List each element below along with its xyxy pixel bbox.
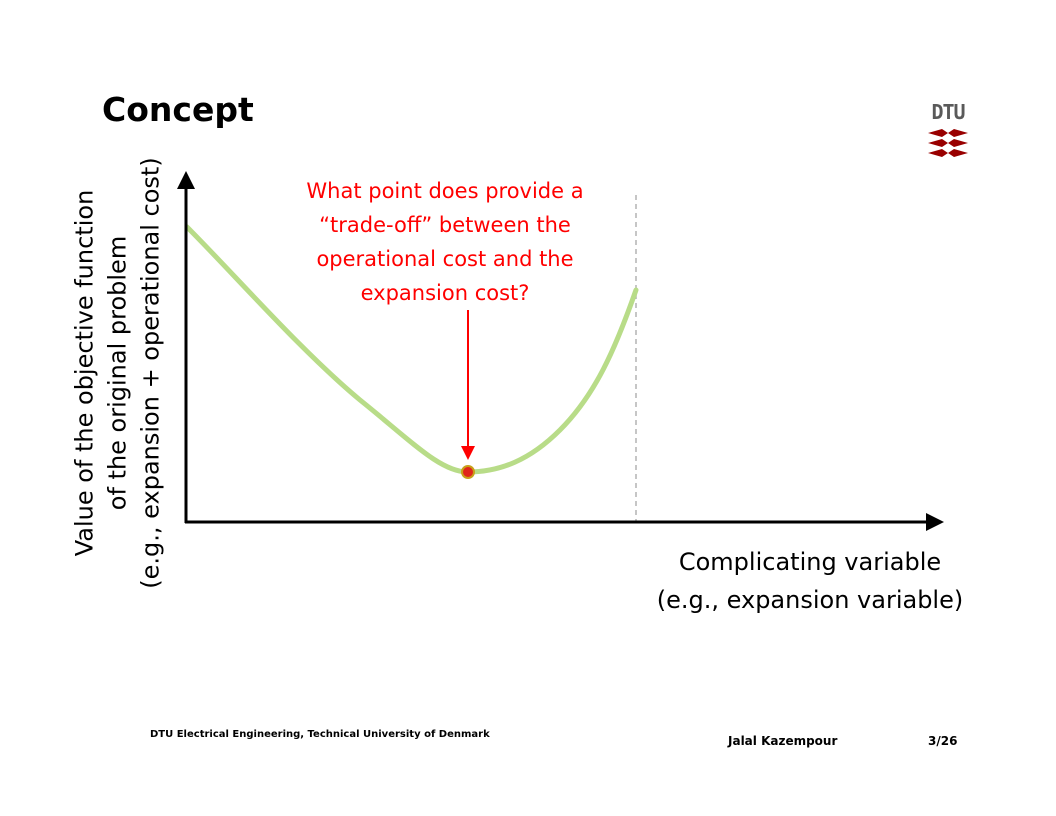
question-line: expansion cost? xyxy=(360,281,530,305)
trade-off-question: What point does provide a “trade-off” be… xyxy=(275,174,615,310)
x-axis-label: Complicating variable (e.g., expansion v… xyxy=(640,543,980,619)
dtu-logo-text: DTU xyxy=(931,100,965,124)
y-axis-label-line: (e.g., expansion + operational cost) xyxy=(136,157,165,589)
x-axis-label-line: Complicating variable xyxy=(678,548,942,576)
y-axis-label-line: of the original problem xyxy=(103,235,132,511)
y-axis-label-line: Value of the objective function xyxy=(70,189,99,557)
footer-institution: DTU Electrical Engineering, Technical Un… xyxy=(150,729,490,740)
pointer-arrowhead-icon xyxy=(461,446,475,460)
objective-curve xyxy=(184,224,639,475)
question-line: operational cost and the xyxy=(316,247,574,271)
x-axis-arrowhead-icon xyxy=(926,513,944,531)
y-axis-label: Value of the objective function of the o… xyxy=(69,143,168,603)
slide-title: Concept xyxy=(102,90,254,129)
page-number: 3/26 xyxy=(928,734,958,748)
question-line: What point does provide a xyxy=(306,179,584,203)
dtu-logo: DTU xyxy=(926,102,970,162)
x-axis-label-line: (e.g., expansion variable) xyxy=(656,586,964,614)
dtu-logo-mark-icon xyxy=(928,129,968,157)
y-axis-arrowhead-icon xyxy=(177,171,195,189)
question-line: “trade-off” between the xyxy=(319,213,571,237)
optimum-point-marker xyxy=(461,465,475,479)
footer-author: Jalal Kazempour xyxy=(728,734,838,748)
